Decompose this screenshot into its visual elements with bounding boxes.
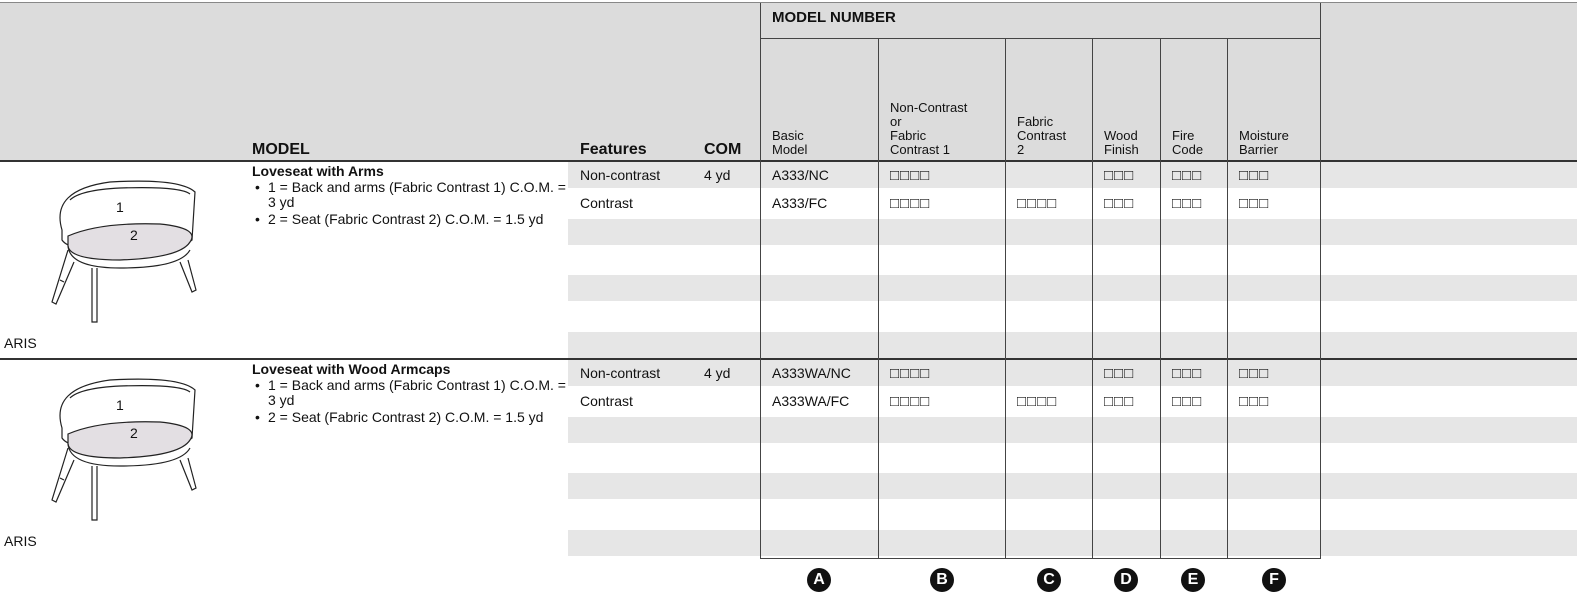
cell: A333/FC [772, 195, 828, 212]
header-bg [0, 2, 1320, 160]
image-label: 1 [116, 397, 124, 413]
column-marker: F [1262, 568, 1286, 592]
cell: Contrast [580, 393, 633, 410]
cell: Contrast [580, 195, 633, 212]
column-line [1160, 38, 1161, 558]
row-stripe [568, 360, 1577, 387]
cell: □□□ [1239, 195, 1270, 213]
cell: □□□□ [1017, 393, 1058, 411]
bullet-text: 1 = Back and arms (Fabric Contrast 1) C.… [268, 179, 566, 210]
column-header: Wood Finish [1104, 128, 1139, 157]
bullet-text: 1 = Back and arms (Fabric Contrast 1) C.… [268, 377, 566, 408]
row-stripe [568, 416, 1577, 443]
model-name: ARIS [4, 335, 37, 351]
cell: □□□□ [1017, 195, 1058, 213]
bullet-dot: • [255, 377, 260, 393]
column-line [760, 2, 761, 558]
column-line [1227, 38, 1228, 558]
cell: □□□ [1239, 393, 1270, 411]
row-stripe [568, 529, 1577, 557]
cell: □□□□ [890, 393, 931, 411]
row-stripe [568, 218, 1577, 245]
header-bg-right [1320, 2, 1577, 160]
column-line [1092, 38, 1093, 558]
cell: □□□□ [890, 167, 931, 184]
group-title: MODEL NUMBER [772, 9, 896, 26]
chair-illustration [51, 180, 197, 323]
cell: A333WA/NC [772, 365, 851, 381]
column-marker: A [807, 568, 831, 592]
row-stripe [568, 473, 1577, 500]
cell: □□□ [1172, 393, 1203, 411]
column-header: Fire Code [1172, 128, 1204, 157]
column-line [878, 38, 879, 558]
column-marker: D [1114, 568, 1138, 592]
cell: 4 yd [704, 167, 731, 183]
cell: Non-contrast [580, 365, 661, 381]
cell: □□□ [1104, 195, 1135, 213]
cell: □□□□ [890, 365, 931, 382]
image-label: 2 [130, 425, 138, 441]
model-title: Loveseat with Arms [252, 163, 384, 179]
cell: □□□ [1172, 365, 1203, 382]
image-label: 2 [130, 227, 138, 243]
group-band-line [760, 38, 1320, 39]
bullet-dot: • [255, 211, 260, 227]
column-line [1005, 38, 1006, 558]
column-marker: E [1181, 568, 1205, 592]
cell: □□□□ [890, 195, 931, 213]
bullet-text: 2 = Seat (Fabric Contrast 2) C.O.M. = 1.… [268, 211, 544, 227]
column-marker: B [930, 568, 954, 592]
column-header: Basic Model [772, 128, 808, 157]
cell: Non-contrast [580, 167, 661, 183]
cell: 4 yd [704, 365, 731, 381]
cell: □□□ [1104, 365, 1135, 382]
bullet-dot: • [255, 409, 260, 425]
row-stripe [568, 331, 1577, 359]
table-bottom [760, 558, 1321, 559]
column-header: Non-Contrast or Fabric Contrast 1 [890, 100, 968, 157]
section-line [0, 160, 1577, 162]
cell: □□□ [1172, 167, 1203, 184]
cell: □□□ [1104, 393, 1135, 411]
image-label: 1 [116, 199, 124, 215]
top-line [0, 2, 1577, 3]
bullet-text: 2 = Seat (Fabric Contrast 2) C.O.M. = 1.… [268, 409, 544, 425]
column-header: Features [580, 141, 647, 158]
section-line [0, 358, 1577, 360]
column-line [1320, 2, 1321, 558]
cell: □□□ [1104, 167, 1135, 184]
row-stripe [568, 275, 1577, 302]
cell: A333/NC [772, 167, 829, 183]
column-header: COM [704, 141, 742, 158]
cell: □□□ [1239, 167, 1270, 184]
chair-illustration [51, 378, 197, 521]
column-header: Fabric Contrast 2 [1017, 114, 1067, 157]
column-marker: C [1037, 568, 1061, 592]
model-name: ARIS [4, 533, 37, 549]
cell: □□□ [1172, 195, 1203, 213]
row-stripe [568, 162, 1577, 189]
bullet-dot: • [255, 179, 260, 195]
column-header: MODEL [252, 141, 310, 158]
model-title: Loveseat with Wood Armcaps [252, 361, 451, 377]
cell: □□□ [1239, 365, 1270, 382]
column-header: Moisture Barrier [1239, 128, 1289, 157]
cell: A333WA/FC [772, 393, 850, 410]
